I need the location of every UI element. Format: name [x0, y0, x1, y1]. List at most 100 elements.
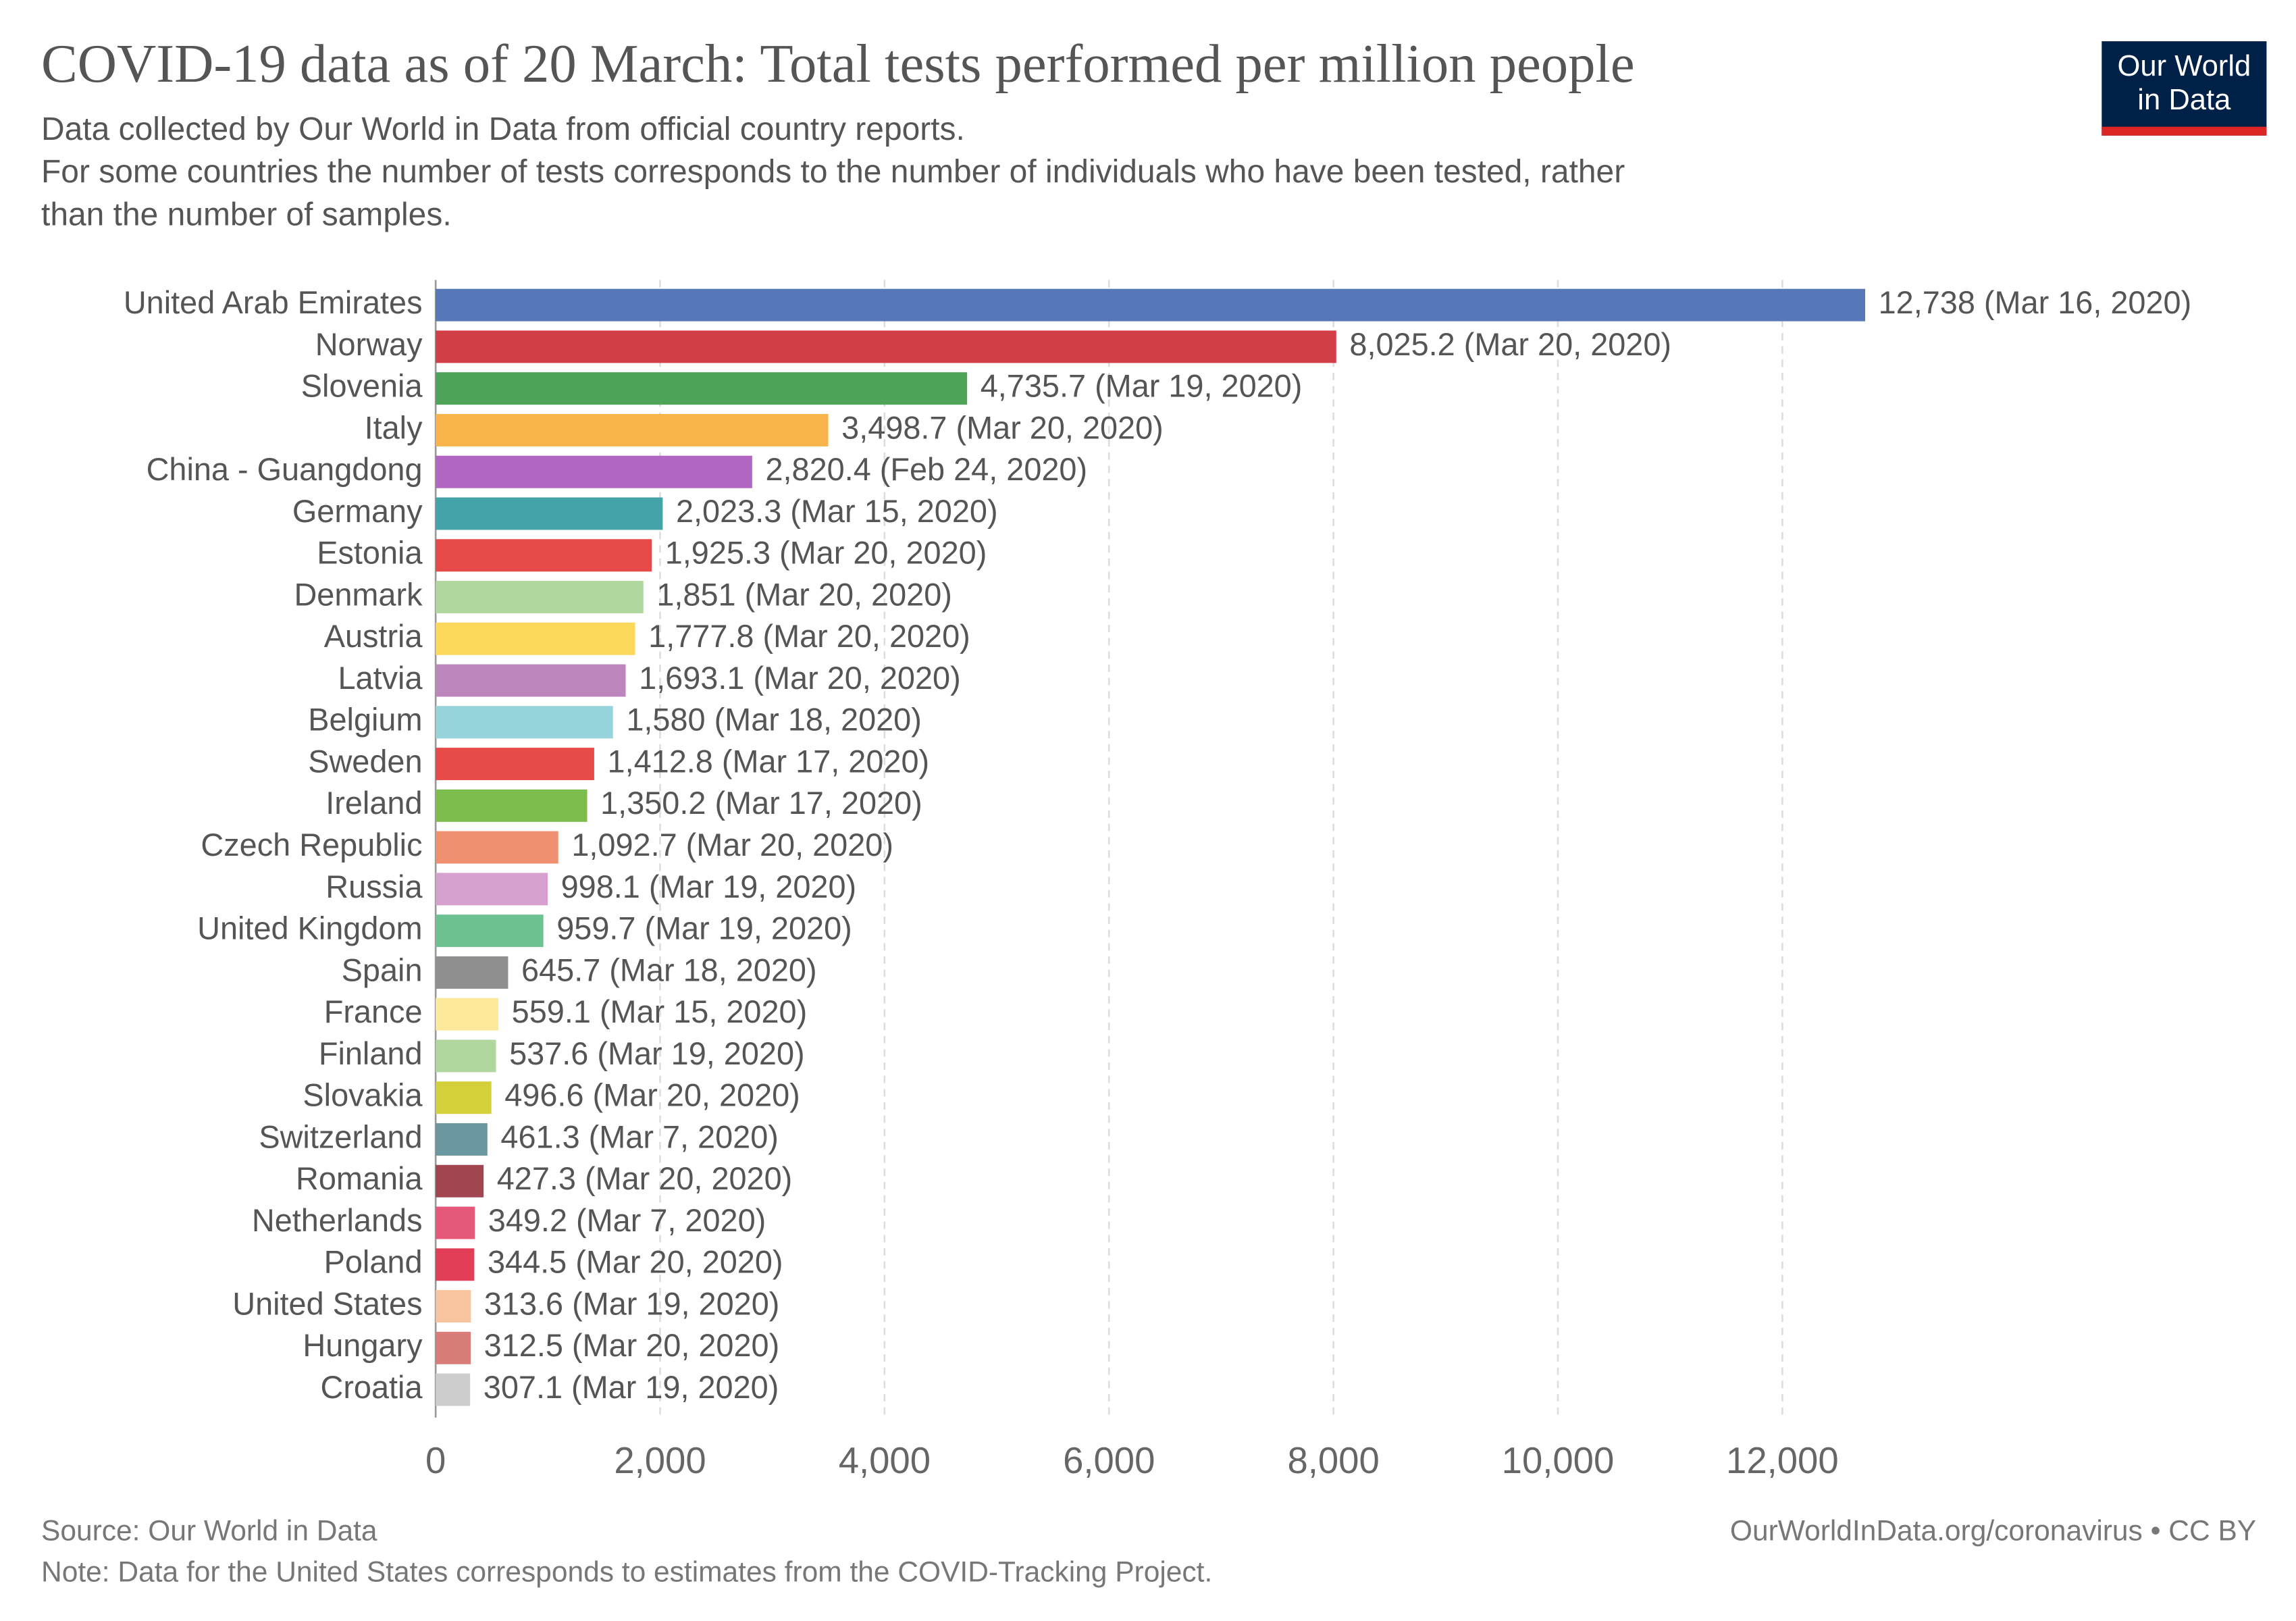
- y-tick-label: China - Guangdong: [147, 452, 423, 487]
- data-label: 2,023.3 (Mar 15, 2020): [676, 494, 998, 529]
- y-tick-label: Latvia: [338, 661, 423, 696]
- bar: [436, 1123, 488, 1156]
- bar: [436, 748, 594, 781]
- data-label: 1,851 (Mar 20, 2020): [656, 577, 952, 612]
- logo: Our World in Data: [2102, 41, 2267, 136]
- data-label: 461.3 (Mar 7, 2020): [500, 1119, 778, 1154]
- data-label: 998.1 (Mar 19, 2020): [561, 869, 857, 904]
- y-tick-label: Denmark: [294, 577, 423, 612]
- bar: [436, 581, 644, 614]
- logo-box: [2102, 41, 2267, 136]
- x-tick-label: 6,000: [1063, 1440, 1155, 1481]
- bar: [436, 1331, 471, 1364]
- bar: [436, 706, 613, 739]
- y-tick-label: Poland: [324, 1245, 423, 1280]
- data-label: 645.7 (Mar 18, 2020): [521, 952, 817, 987]
- x-tick-label: 0: [425, 1440, 446, 1481]
- x-tick-label: 8,000: [1287, 1440, 1379, 1481]
- data-label: 12,738 (Mar 16, 2020): [1879, 285, 2192, 320]
- y-tick-label: Switzerland: [259, 1119, 422, 1154]
- bar: [436, 664, 626, 697]
- bar: [436, 873, 548, 906]
- y-tick-label: United Kingdom: [197, 911, 422, 946]
- data-label: 313.6 (Mar 19, 2020): [484, 1286, 780, 1321]
- credit: OurWorldInData.org/coronavirus • CC BY: [1730, 1515, 2256, 1547]
- data-label: 1,412.8 (Mar 17, 2020): [608, 744, 930, 779]
- y-tick-label: United States: [232, 1286, 422, 1321]
- data-label: 349.2 (Mar 7, 2020): [488, 1203, 766, 1238]
- bar: [436, 413, 829, 446]
- bar: [436, 1039, 496, 1073]
- y-tick-label: Croatia: [320, 1370, 423, 1405]
- y-tick-label: Romania: [296, 1161, 423, 1196]
- note: Note: Data for the United States corresp…: [41, 1556, 1212, 1588]
- source: Source: Our World in Data: [41, 1515, 377, 1547]
- x-tick-label: 2,000: [614, 1440, 706, 1481]
- bar: [436, 330, 1336, 363]
- y-tick-label: Belgium: [308, 702, 422, 738]
- y-tick-label: Estonia: [317, 536, 423, 571]
- data-label: 537.6 (Mar 19, 2020): [509, 1036, 805, 1071]
- y-tick-label: Spain: [342, 952, 423, 987]
- bar: [436, 1290, 471, 1323]
- data-label: 1,777.8 (Mar 20, 2020): [648, 619, 970, 654]
- y-tick-label: Sweden: [308, 744, 422, 779]
- y-tick-label: Austria: [324, 619, 423, 654]
- y-tick-label: Czech Republic: [201, 827, 422, 863]
- y-tick-label: Slovenia: [301, 369, 423, 404]
- logo-stripe: [2102, 126, 2267, 136]
- x-tick-label: 12,000: [1726, 1440, 1839, 1481]
- bar: [436, 539, 652, 572]
- bar: [436, 497, 663, 530]
- bar: [436, 956, 508, 989]
- data-label: 496.6 (Mar 20, 2020): [504, 1078, 800, 1113]
- y-tick-label: Italy: [365, 410, 423, 445]
- data-label: 4,735.7 (Mar 19, 2020): [981, 369, 1303, 404]
- x-tick-label: 4,000: [839, 1440, 931, 1481]
- data-label: 344.5 (Mar 20, 2020): [488, 1245, 783, 1280]
- bar: [436, 455, 752, 488]
- data-label: 1,693.1 (Mar 20, 2020): [639, 661, 961, 696]
- data-label: 1,350.2 (Mar 17, 2020): [600, 786, 922, 821]
- subtitle: Data collected by Our World in Data from…: [41, 111, 965, 147]
- data-label: 1,925.3 (Mar 20, 2020): [665, 536, 987, 571]
- data-label: 427.3 (Mar 20, 2020): [497, 1161, 793, 1196]
- data-label: 3,498.7 (Mar 20, 2020): [841, 410, 1164, 445]
- data-label: 1,092.7 (Mar 20, 2020): [571, 827, 893, 863]
- subtitle: For some countries the number of tests c…: [41, 154, 1625, 190]
- y-tick-label: Finland: [319, 1036, 423, 1071]
- y-tick-label: Netherlands: [252, 1203, 423, 1238]
- bar: [436, 622, 635, 655]
- data-label: 307.1 (Mar 19, 2020): [484, 1370, 779, 1405]
- bar: [436, 789, 588, 822]
- data-label: 559.1 (Mar 15, 2020): [512, 994, 808, 1029]
- bar: [436, 1081, 492, 1114]
- data-label: 8,025.2 (Mar 20, 2020): [1349, 327, 1671, 362]
- bar: [436, 915, 544, 948]
- bar: [436, 998, 499, 1031]
- logo-text: Our World: [2117, 50, 2251, 82]
- bar: [436, 1164, 484, 1198]
- bar: [436, 831, 558, 864]
- logo-text: in Data: [2137, 84, 2231, 116]
- chart-title: COVID-19 data as of 20 March: Total test…: [41, 34, 1635, 94]
- bar: [436, 372, 968, 405]
- y-tick-label: United Arab Emirates: [124, 285, 423, 320]
- bar: [436, 1248, 475, 1281]
- data-label: 2,820.4 (Feb 24, 2020): [765, 452, 1087, 487]
- data-label: 1,580 (Mar 18, 2020): [626, 702, 922, 738]
- bar: [436, 1373, 471, 1406]
- y-tick-label: Germany: [292, 494, 423, 529]
- y-tick-label: Slovakia: [303, 1078, 423, 1113]
- y-tick-label: Ireland: [325, 786, 422, 821]
- bar: [436, 288, 1866, 321]
- y-tick-label: France: [324, 994, 423, 1029]
- data-label: 312.5 (Mar 20, 2020): [484, 1328, 780, 1363]
- bar: [436, 1206, 475, 1239]
- y-tick-label: Norway: [315, 327, 423, 362]
- data-label: 959.7 (Mar 19, 2020): [556, 911, 852, 946]
- y-tick-label: Hungary: [303, 1328, 423, 1363]
- x-tick-label: 10,000: [1502, 1440, 1615, 1481]
- y-tick-label: Russia: [325, 869, 423, 904]
